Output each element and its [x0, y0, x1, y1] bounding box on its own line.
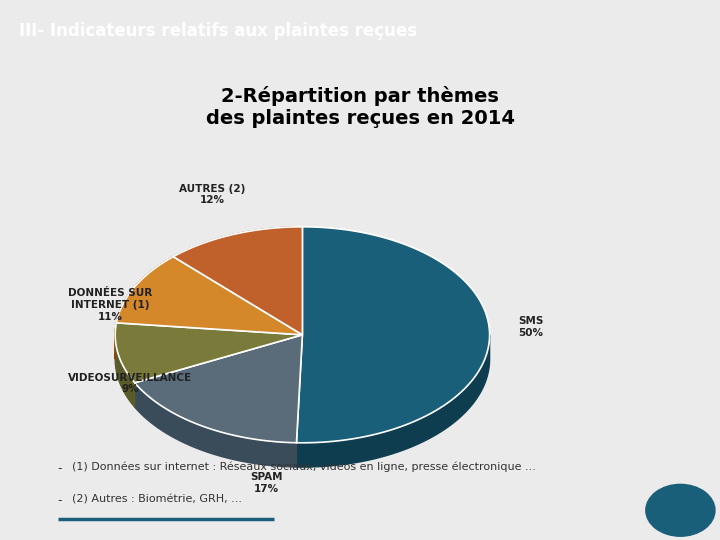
Text: (2) Autres : Biométrie, GRH, ...: (2) Autres : Biométrie, GRH, ... — [72, 494, 242, 504]
Polygon shape — [115, 335, 135, 407]
Text: SMS
50%: SMS 50% — [518, 316, 544, 338]
Text: SPAM
17%: SPAM 17% — [250, 472, 283, 494]
Text: -: - — [58, 462, 62, 475]
Text: (1) Données sur internet : Réseaux sociaux, vidéos en ligne, presse électronique: (1) Données sur internet : Réseaux socia… — [72, 462, 536, 472]
Text: -: - — [58, 494, 62, 507]
PathPatch shape — [115, 323, 302, 383]
PathPatch shape — [135, 335, 302, 443]
Text: DONNÉES SUR
INTERNET (1)
11%: DONNÉES SUR INTERNET (1) 11% — [68, 288, 153, 322]
PathPatch shape — [117, 256, 302, 335]
Text: 2-Répartition par thèmes
des plaintes reçues en 2014: 2-Répartition par thèmes des plaintes re… — [205, 86, 515, 129]
Polygon shape — [115, 323, 117, 359]
PathPatch shape — [297, 227, 490, 443]
Polygon shape — [115, 256, 174, 359]
Text: III- Indicateurs relatifs aux plaintes reçues: III- Indicateurs relatifs aux plaintes r… — [19, 22, 417, 39]
Text: 16: 16 — [670, 503, 691, 518]
PathPatch shape — [174, 227, 302, 335]
Polygon shape — [135, 383, 297, 467]
Polygon shape — [115, 227, 302, 359]
Polygon shape — [297, 335, 490, 467]
Text: AUTRES (2)
12%: AUTRES (2) 12% — [179, 184, 246, 205]
Text: VIDEOSURVEILLANCE
9%: VIDEOSURVEILLANCE 9% — [68, 373, 192, 394]
